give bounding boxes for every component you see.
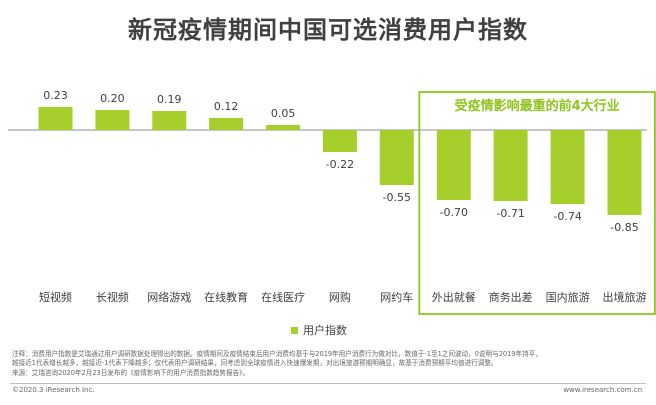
value-label-3: 0.19	[157, 93, 182, 106]
category-label-4: 在线教育	[204, 290, 248, 304]
value-label-7: -0.55	[383, 191, 411, 204]
highlight-box-label: 受疫情影响最重的前4大行业	[455, 98, 620, 114]
category-label-5: 在线医疗	[261, 290, 305, 304]
value-label-8: -0.70	[440, 206, 468, 219]
category-label-9: 商务出差	[489, 290, 533, 304]
category-label-11: 出境旅游	[603, 290, 647, 304]
category-label-10: 国内旅游	[546, 290, 590, 304]
bars-group	[38, 107, 642, 215]
bar-1	[38, 107, 73, 130]
value-label-10: -0.74	[553, 210, 581, 223]
footnotes: 注释：消费用户指数是艾瑞通过用户调研数据处理得出的数据。疫情期间及疫情结束后用户…	[12, 350, 648, 378]
bar-10	[550, 130, 585, 204]
value-label-2: 0.20	[100, 92, 125, 105]
footer-divider	[10, 383, 646, 384]
bar-2	[95, 110, 130, 130]
bar-11	[607, 130, 642, 215]
value-label-11: -0.85	[610, 221, 638, 234]
highlight-box-border	[418, 91, 656, 315]
category-label-1: 短视频	[39, 290, 72, 304]
legend-swatch	[291, 326, 298, 334]
value-label-5: 0.05	[271, 107, 296, 120]
value-label-1: 0.23	[43, 89, 68, 102]
value-label-6: -0.22	[326, 158, 354, 171]
bar-9	[493, 130, 528, 201]
footnote-line-1: 注释：消费用户指数是艾瑞通过用户调研数据处理得出的数据。疫情期间及疫情结束后用户…	[12, 350, 542, 358]
category-labels-group: 短视频 长视频 网络游戏 在线教育 在线医疗 网购 网约车 外出就餐 商务出差 国内旅游 出境旅游	[39, 290, 647, 304]
footnote-line-3: 来源：艾瑞咨询2020年2月23日发布的《疫情影响下的用户消费指数趋势报告》。	[12, 368, 250, 377]
bar-chart: 受疫情影响最重的前4大行业 0.23 0.20 0.19 0.12 0.05 -0.22 -…	[8, 89, 656, 315]
bar-7	[379, 130, 414, 185]
highlight-box: 受疫情影响最重的前4大行业	[418, 91, 656, 315]
bar-6	[322, 130, 357, 152]
category-label-8: 外出就餐	[432, 290, 476, 304]
bar-4	[209, 118, 244, 130]
legend: 用户指数	[291, 322, 347, 338]
value-label-4: 0.12	[214, 100, 239, 113]
footnote-line-2: 越接近1代表增长越多，越接近-1代表下降越多；仅代表用户调研结果，同考虑到全球疫…	[12, 359, 498, 368]
copyright: ©2020.3 iResearch Inc.	[12, 386, 95, 394]
website-url: www.iresearch.com.cn	[563, 386, 642, 394]
category-label-6: 网购	[329, 290, 351, 304]
value-labels-group: 0.23 0.20 0.19 0.12 0.05 -0.22 -0.55 -0.70 -0.71…	[43, 89, 638, 234]
category-label-7: 网约车	[380, 290, 413, 304]
chart-title: 新冠疫情期间中国可选消费用户指数	[128, 16, 528, 44]
bar-8	[436, 130, 471, 200]
category-label-2: 长视频	[96, 290, 129, 304]
value-label-9: -0.71	[496, 207, 524, 220]
bar-5	[266, 125, 301, 130]
bar-3	[152, 111, 187, 130]
legend-label: 用户指数	[303, 324, 347, 337]
category-label-3: 网络游戏	[147, 290, 191, 304]
